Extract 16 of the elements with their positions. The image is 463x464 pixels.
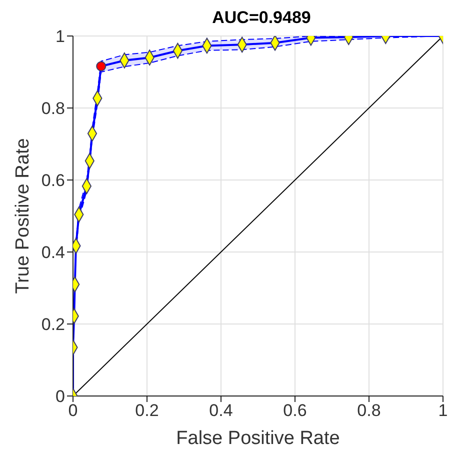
y-tick-label: 0.4 — [41, 243, 65, 262]
y-tick-label: 1 — [56, 27, 65, 46]
x-axis-title: False Positive Rate — [176, 428, 340, 449]
x-tick-label: 1 — [438, 401, 448, 420]
x-tick-label: 0 — [68, 401, 78, 420]
x-tick-label: 0.4 — [209, 401, 233, 420]
y-tick-label: 0 — [56, 387, 65, 406]
point — [96, 61, 106, 72]
y-tick-label: 0.8 — [41, 99, 65, 118]
chart-title: AUC=0.9489 — [211, 8, 312, 28]
x-tick-label: 0.8 — [357, 401, 381, 420]
y-tick-label: 0.2 — [41, 315, 65, 334]
x-tick-label: 0.2 — [135, 401, 159, 420]
y-tick-label: 0.6 — [41, 171, 65, 190]
x-tick-label: 0.6 — [283, 401, 307, 420]
y-axis-title: True Positive Rate — [12, 138, 34, 294]
